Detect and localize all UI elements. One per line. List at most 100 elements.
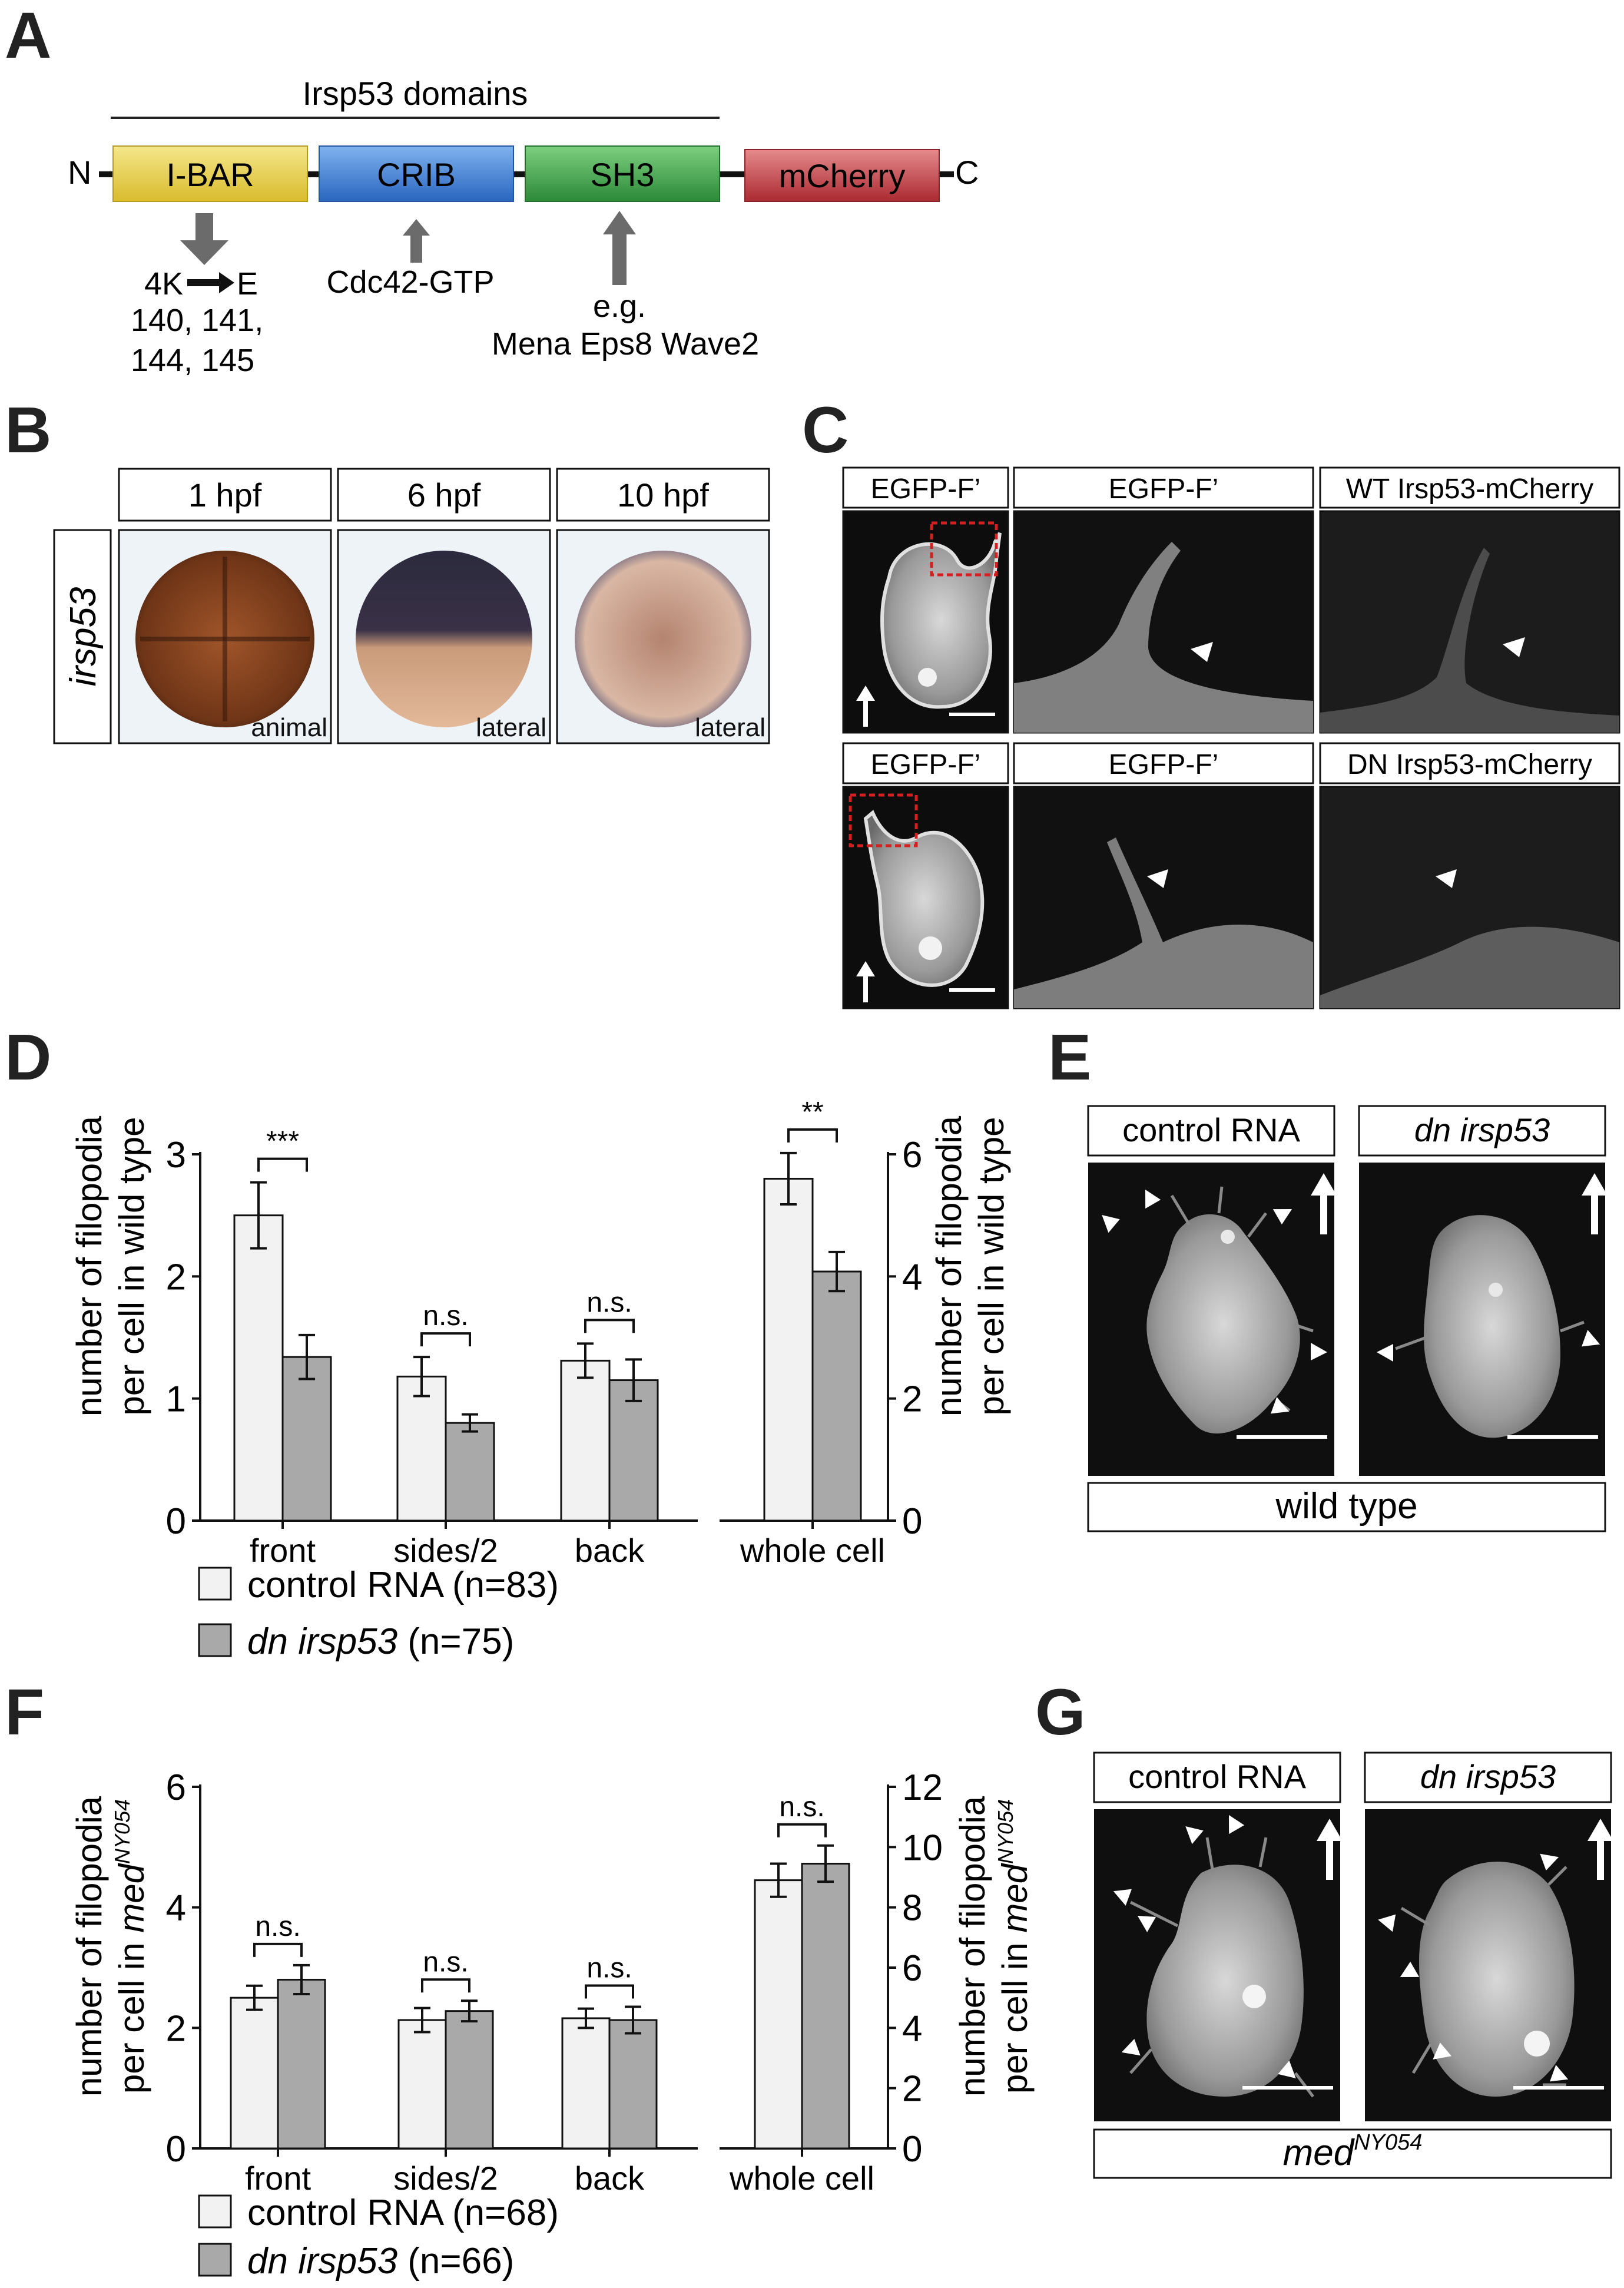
c-header-r1-1 bbox=[842, 466, 1009, 509]
panel-b-in-situ: 1 hpf 6 hpf 10 hpf irsp53 animal lateral… bbox=[53, 468, 770, 744]
panel-letter-a: A bbox=[5, 0, 51, 72]
arrowhead-icon bbox=[1377, 1344, 1393, 1362]
view-animal: animal bbox=[251, 713, 327, 742]
panel-g-micrographs: control RNA dn irsp53 medNY054 bbox=[1093, 1751, 1613, 2179]
right-arrow-icon bbox=[187, 272, 234, 293]
panel-letter-d: D bbox=[5, 1021, 51, 1094]
c-label-r1-3: WT Irsp53-mCherry bbox=[1346, 474, 1594, 505]
panel-a-domain-diagram: Irsp53 domains N I-BAR CRIB SH3 mCherry … bbox=[68, 75, 979, 378]
y-tick-label-left: 6 bbox=[166, 1767, 186, 1808]
f-ylabel-sup: NY054 bbox=[110, 1799, 134, 1864]
bar-dn bbox=[608, 2019, 658, 2150]
y-tick-label-left: 2 bbox=[166, 2008, 186, 2049]
panel-e-micrographs: control RNA dn irsp53 wild type bbox=[1087, 1105, 1608, 1532]
sh3-eg-label: e.g. bbox=[593, 289, 646, 324]
arrowhead-icon bbox=[1378, 1914, 1396, 1932]
c-label-r1-1: EGFP-F’ bbox=[871, 474, 981, 505]
arrowhead-icon bbox=[1272, 1209, 1292, 1225]
arrowhead-icon bbox=[1433, 2042, 1452, 2059]
crib-binder: Cdc42-GTP bbox=[326, 264, 494, 300]
domain-mcherry bbox=[744, 149, 940, 202]
timepoint-1hpf: 1 hpf bbox=[188, 476, 262, 514]
g-footer-genotype: medNY054 bbox=[1283, 2130, 1423, 2173]
down-arrow-icon bbox=[180, 213, 228, 265]
arrowhead-icon bbox=[1191, 642, 1213, 662]
f-ylabel-right-line1: number of filopodia bbox=[953, 1796, 992, 2097]
significance-label: n.s. bbox=[255, 1911, 300, 1942]
panel-letters: A B C D E F G bbox=[5, 0, 1091, 1749]
mutation-sites-line1: 140, 141, bbox=[131, 303, 263, 338]
arrowhead-icon bbox=[1121, 2039, 1141, 2056]
c-cell-r1 bbox=[880, 532, 1002, 709]
c-roi-box-r2 bbox=[849, 793, 918, 847]
c-label-r2-3: DN Irsp53-mCherry bbox=[1347, 749, 1592, 780]
arrowhead-icon bbox=[1137, 1916, 1156, 1932]
e-cell-control bbox=[1146, 1214, 1300, 1434]
arrowhead-icon bbox=[1185, 1826, 1204, 1845]
c-filopodium-r2 bbox=[1014, 837, 1313, 1008]
arrowhead-icon bbox=[1271, 1397, 1290, 1414]
bar-dn bbox=[608, 1379, 659, 1522]
x-tick-label: sides/2 bbox=[393, 2160, 498, 2197]
domain-sh3-label: SH3 bbox=[591, 156, 655, 193]
g-filopodia-control bbox=[1129, 1837, 1314, 2098]
y-tick-label-right: 4 bbox=[902, 2008, 922, 2049]
migration-arrow-icon bbox=[1587, 1819, 1613, 1880]
d-ylabel-line2: per cell in wild type bbox=[112, 1117, 151, 1416]
y-tick-label-right: 0 bbox=[902, 2129, 922, 2170]
x-tick-label: front bbox=[250, 1532, 316, 1569]
d-ylabel-right-line2: per cell in wild type bbox=[972, 1117, 1011, 1416]
y-tick-label-left: 0 bbox=[166, 2129, 186, 2170]
y-tick-label-left: 1 bbox=[166, 1379, 186, 1420]
domains-title: Irsp53 domains bbox=[303, 75, 528, 112]
panel-letter-b: B bbox=[5, 394, 51, 466]
header-1hpf bbox=[118, 468, 332, 522]
e-label-control: control RNA bbox=[1122, 1111, 1301, 1148]
g-filopodia-dn bbox=[1400, 1866, 1567, 2087]
g-footer-box bbox=[1093, 2128, 1612, 2179]
c-header-r1-3 bbox=[1319, 466, 1620, 509]
up-arrow-icon bbox=[603, 211, 636, 285]
panel-f-chart: number of filopodia per cell in medNY054… bbox=[69, 1767, 1035, 2282]
e-filopodia-dn bbox=[1395, 1320, 1585, 1350]
arrowhead-icon bbox=[1278, 2060, 1296, 2078]
n-terminus: N bbox=[68, 154, 91, 191]
domain-sh3 bbox=[525, 145, 720, 202]
bar-dn bbox=[811, 1270, 862, 1522]
d-legend-dn: dn irsp53 (n=75) bbox=[247, 1621, 514, 1662]
c-cell-r2 bbox=[863, 810, 985, 987]
y-tick-label-right: 12 bbox=[902, 1767, 943, 1808]
timepoint-10hpf: 10 hpf bbox=[617, 476, 709, 514]
e-filopodia-control bbox=[1170, 1186, 1314, 1412]
g-cell-dn bbox=[1419, 1862, 1575, 2097]
bar-control bbox=[396, 1375, 447, 1522]
arrowhead-icon bbox=[1503, 637, 1525, 657]
c-bright-spot bbox=[918, 668, 937, 687]
f-ylabel-right-prefix: per cell in bbox=[995, 1933, 1035, 2094]
c-filopodium-r1 bbox=[1014, 542, 1313, 733]
bar-dn bbox=[801, 1862, 850, 2150]
f-ylabel-right-italic: med bbox=[995, 1863, 1035, 1932]
g-bright-spot bbox=[1242, 1985, 1266, 2008]
panel-letter-e: E bbox=[1048, 1021, 1091, 1094]
y-tick-label-right: 4 bbox=[902, 1257, 922, 1297]
f-ylabel-line2: per cell in medNY054 bbox=[110, 1799, 151, 2094]
embryo-10hpf-image bbox=[575, 551, 751, 727]
significance-bracket bbox=[584, 1319, 635, 1333]
panel-d-chart: number of filopodia per cell in wild typ… bbox=[69, 1097, 1011, 1662]
d-legend-control: control RNA (n=83) bbox=[247, 1565, 559, 1605]
significance-label: n.s. bbox=[423, 1946, 468, 1978]
e-bright-spot bbox=[1221, 1230, 1235, 1244]
f-ylabel-line1: number of filopodia bbox=[69, 1796, 109, 2097]
mutation-sites-line2: 144, 145 bbox=[131, 343, 254, 378]
y-tick-label-left: 4 bbox=[166, 1888, 186, 1929]
arrowhead-icon bbox=[1550, 2065, 1569, 2082]
migration-arrow-icon bbox=[856, 961, 875, 1002]
x-tick-label: whole cell bbox=[729, 2160, 874, 2197]
gene-label-irsp53: irsp53 bbox=[63, 587, 104, 687]
g-cell-control bbox=[1146, 1865, 1304, 2097]
c-header-r2-1 bbox=[842, 742, 1009, 784]
y-tick-label-right: 2 bbox=[902, 1379, 922, 1420]
c-header-r2-2 bbox=[1013, 742, 1314, 784]
